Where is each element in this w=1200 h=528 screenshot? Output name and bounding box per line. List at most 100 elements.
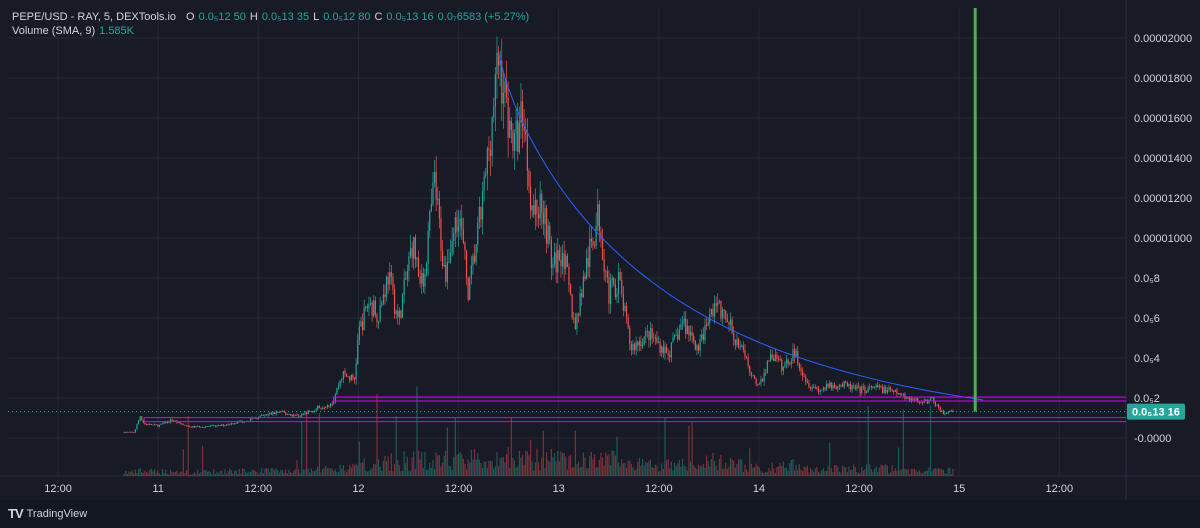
volume-bar [235,470,237,476]
candle-body [925,399,927,401]
volume-bar [555,461,557,476]
volume-bar [585,468,588,476]
candle-body [611,277,613,281]
volume-bar [232,473,234,476]
candle-body [329,403,332,407]
candle-body [429,211,431,231]
volume-bar [737,459,740,476]
candle-body [195,426,197,428]
volume-bar [443,455,445,476]
volume-bar [176,470,178,476]
candle-body [528,170,530,187]
volume-bar [469,462,471,476]
candle-body [688,325,690,336]
candle-body [225,424,228,426]
candle-body [571,294,573,318]
candle-body [430,204,432,212]
candle-body [845,381,847,383]
candle-body [801,370,804,377]
tradingview-logo[interactable]: TV TradingView [8,506,87,521]
volume-bar [195,474,197,476]
candle-body [915,398,917,401]
candle-body [758,383,760,385]
volume-bar [413,451,415,476]
volume-bar [683,465,685,476]
footer-bar [0,500,1200,528]
volume-bar [309,472,311,476]
volume-bar [478,459,480,476]
ohlc-low-key: L [313,11,320,23]
candle-body [742,345,744,350]
candle-body [318,406,320,409]
volume-bar [646,462,648,476]
candle-body [677,334,679,340]
volume-bar [166,473,168,476]
y-tick-label: 0.0₅6 [1134,313,1160,325]
candle-body [533,205,535,215]
candle-body [933,397,935,402]
ohlc-high-key: H [249,11,258,23]
candle-body [681,323,684,325]
candle-body [454,217,456,234]
volume-bar [808,472,810,476]
volume-bar [869,464,871,476]
volume-bar [677,463,679,476]
volume-bar [651,467,653,476]
candle-body [656,337,658,343]
candle-body [731,319,733,334]
volume-bar [382,460,384,476]
volume-bar [635,469,637,476]
candle-body [789,364,791,365]
price-chart[interactable]: 0.00002000 0.00001800 0.00001600 0.00001400… [0,0,1200,500]
volume-bar [254,471,256,476]
candle-body [408,255,410,271]
candle-body [475,244,477,263]
volume-bar [145,472,148,476]
volume-bar [952,468,954,476]
candle-body [827,384,829,387]
volume-bar [574,430,576,476]
volume-bar [385,461,388,476]
candle-body [264,414,266,416]
candle-body [755,378,757,385]
tradingview-brand-name: TradingView [26,507,88,520]
volume-bar [792,459,794,476]
candle-body [800,368,802,371]
candle-body [381,303,383,306]
y-tick-label: -0.0000 [1134,433,1171,445]
x-tick-label: 15 [953,483,965,495]
volume-bar [899,470,901,476]
candle-body [598,204,600,232]
volume-bar [387,456,389,476]
volume-bar [832,472,834,476]
volume-bar [619,466,621,476]
candle-body [614,283,616,298]
candle-body [219,425,221,427]
volume-bar [526,451,528,476]
volume-bar [149,469,151,476]
volume-bar [584,457,586,476]
volume-bar [549,461,551,476]
volume-bar [678,460,680,476]
candle-body [645,331,647,337]
candle-body [704,325,706,341]
candle-body [670,342,672,358]
volume-bar [433,469,436,476]
volume-bar [437,455,439,476]
volume-bar [901,469,903,476]
candle-body [333,400,335,405]
volume-bar [193,472,196,476]
volume-bar [870,469,872,476]
volume-bar [406,456,408,476]
candle-body [317,406,319,409]
candle-body [657,342,660,343]
candle-body [517,120,519,152]
candle-body [909,397,911,401]
candle-body [665,346,668,354]
y-tick-label: 0.0₅4 [1134,353,1160,365]
volume-bar [312,471,314,476]
candle-body [478,206,480,222]
candle-body [525,131,527,135]
volume-bar [613,450,615,476]
